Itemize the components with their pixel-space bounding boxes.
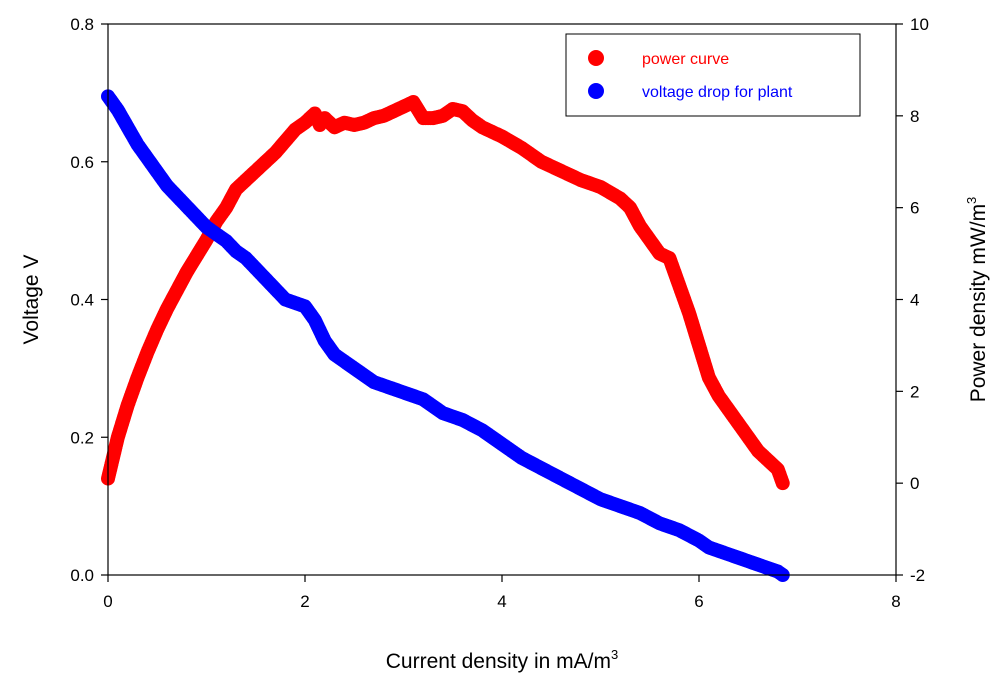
y-axis-right-title-text: Power density mW/m	[967, 204, 990, 402]
y-axis-left-title-text: Voltage V	[20, 255, 43, 345]
y-axis-right-title: Power density mW/m3	[964, 197, 990, 403]
legend-marker-voltage-drop	[588, 83, 604, 99]
x-axis-title-superscript: 3	[611, 647, 618, 662]
y-left-tick-label: 0.4	[70, 291, 94, 310]
x-axis-title: Current density in mA/m3	[386, 647, 618, 673]
x-axis-title-text: Current density in mA/m	[386, 650, 611, 673]
y-right-tick-label: 6	[910, 199, 919, 218]
x-tick-label: 0	[103, 592, 112, 611]
series-power-curve	[101, 95, 790, 491]
y-right-tick-label: 0	[910, 474, 919, 493]
legend: power curve voltage drop for plant	[565, 33, 861, 117]
y-left-tick-label: 0.6	[70, 153, 94, 172]
legend-label-voltage-drop: voltage drop for plant	[642, 84, 793, 101]
legend-label-power-curve: power curve	[642, 51, 729, 68]
y-right-tick-label: 2	[910, 382, 919, 401]
legend-box	[565, 33, 861, 117]
y-left-tick-label: 0.0	[70, 566, 94, 585]
data-point	[775, 476, 790, 491]
y-right-tick-label: 8	[910, 107, 919, 126]
x-tick-label: 4	[497, 592, 506, 611]
y-left-tick-label: 0.2	[70, 428, 94, 447]
series-voltage-drop	[101, 89, 790, 582]
legend-marker-power-curve	[588, 50, 604, 66]
series-layer	[101, 89, 790, 582]
y-right-tick-label: 4	[910, 291, 919, 310]
y-axis-right-title-superscript: 3	[964, 197, 979, 204]
y-left-tick-label: 0.8	[70, 15, 94, 34]
x-tick-label: 6	[694, 592, 703, 611]
y-axis-left-title: Voltage V	[20, 255, 43, 345]
y-right-tick-label: -2	[910, 566, 925, 585]
ticks-layer: 0 2 4 6 8 0.0 0.2 0.4 0.6 0.8 -2 0 2 4 6 8 10	[70, 15, 929, 611]
x-tick-label: 2	[300, 592, 309, 611]
y-right-tick-label: 10	[910, 15, 929, 34]
x-tick-label: 8	[891, 592, 900, 611]
